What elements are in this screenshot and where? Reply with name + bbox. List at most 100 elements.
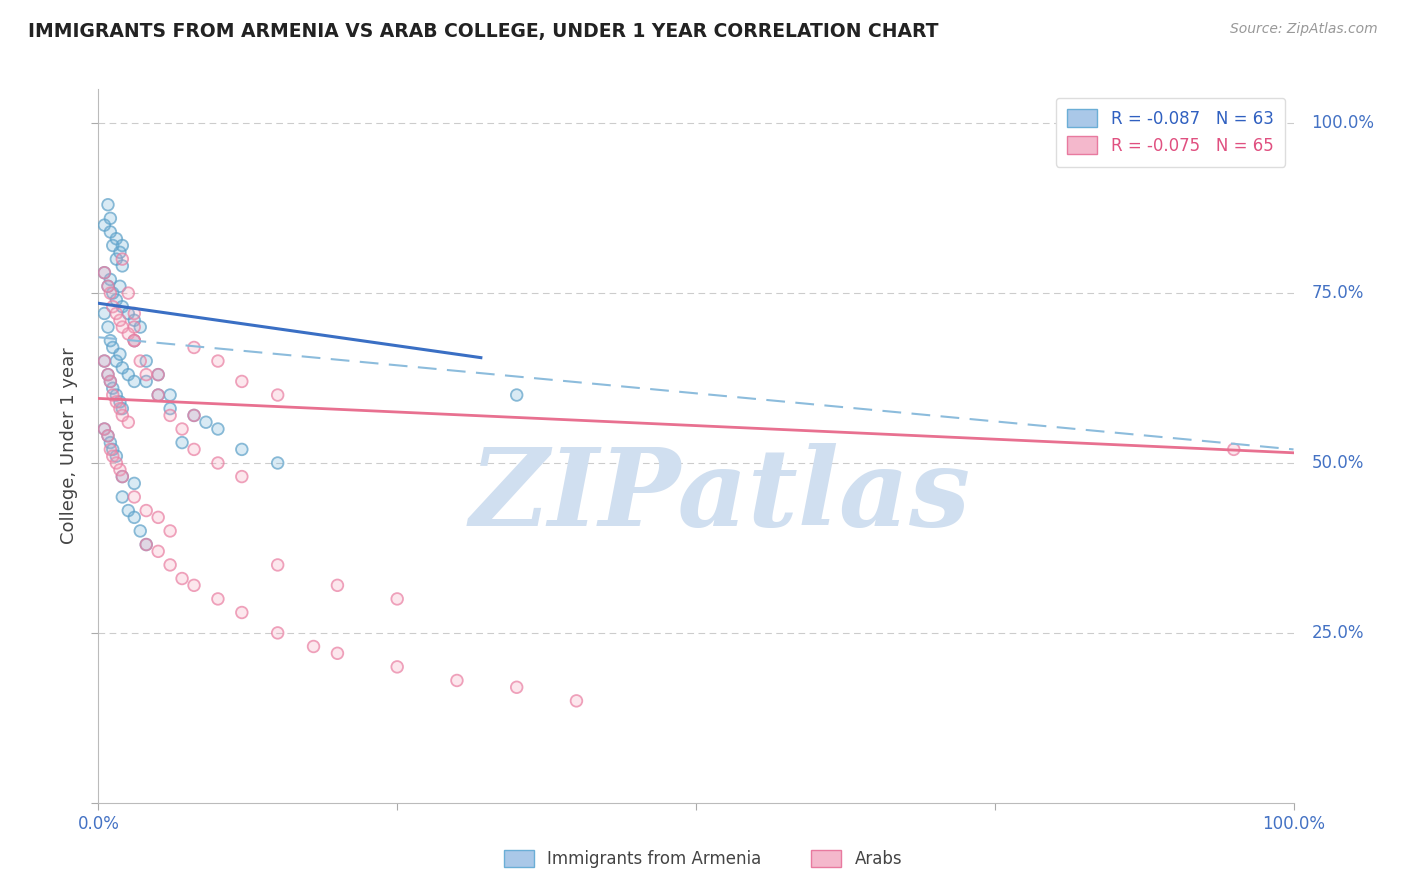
Point [135,354,157,368]
Point [207,422,229,436]
Point [148,388,170,402]
Point [111,259,134,273]
Point [124,334,146,348]
Point [98,272,122,286]
Point [148,388,170,402]
Point [97,429,120,443]
Point [231,469,253,483]
Legend: Immigrants from Armenia, Arabs: Immigrants from Armenia, Arabs [498,843,908,875]
Point [159,409,181,423]
Point [446,673,468,688]
Point [111,360,134,375]
Point [207,456,229,470]
Point [93,306,115,320]
Point [101,442,124,457]
Point [111,252,134,266]
Point [105,232,128,246]
Point [231,606,253,620]
Point [326,646,349,660]
Point [111,320,134,334]
Point [159,401,181,416]
Point [183,409,205,423]
Point [111,401,134,416]
Point [105,456,128,470]
Point [148,544,170,558]
Text: 50.0%: 50.0% [1312,454,1364,472]
Point [98,375,122,389]
Point [1222,442,1246,457]
Point [124,313,146,327]
Point [97,198,120,212]
Point [101,300,124,314]
Point [98,334,122,348]
Point [183,409,205,423]
Point [124,510,146,524]
Point [98,286,122,301]
Point [105,252,128,266]
Point [93,422,115,436]
Point [446,673,468,688]
Point [207,422,229,436]
Point [183,578,205,592]
Point [183,442,205,457]
Point [105,306,128,320]
Point [194,415,217,429]
Point [108,279,131,293]
Point [148,388,170,402]
Point [98,375,122,389]
Point [267,456,290,470]
Point [231,469,253,483]
Point [93,266,115,280]
Point [93,266,115,280]
Point [207,591,229,606]
Point [98,375,122,389]
Point [148,544,170,558]
Point [124,490,146,504]
Point [231,442,253,457]
Point [135,354,157,368]
Point [231,606,253,620]
Point [93,422,115,436]
Point [183,409,205,423]
Point [267,456,290,470]
Point [148,388,170,402]
Point [159,558,181,572]
Point [111,300,134,314]
Point [117,415,139,429]
Point [111,490,134,504]
Point [159,388,181,402]
Point [124,375,146,389]
Point [565,694,588,708]
Point [93,218,115,232]
Y-axis label: College, Under 1 year: College, Under 1 year [60,348,79,544]
Point [124,334,146,348]
Point [97,368,120,382]
Point [385,660,409,674]
Point [101,388,124,402]
Point [506,388,529,402]
Point [97,320,120,334]
Point [108,394,131,409]
Text: 25.0%: 25.0% [1312,624,1364,642]
Point [129,354,152,368]
Point [108,279,131,293]
Point [183,442,205,457]
Point [124,306,146,320]
Point [98,442,122,457]
Point [97,279,120,293]
Point [231,375,253,389]
Point [135,537,157,551]
Point [135,537,157,551]
Point [111,259,134,273]
Point [124,313,146,327]
Point [117,415,139,429]
Point [93,218,115,232]
Point [565,694,588,708]
Point [105,293,128,307]
Point [135,537,157,551]
Point [105,394,128,409]
Point [172,572,194,586]
Point [172,435,194,450]
Point [98,334,122,348]
Point [124,306,146,320]
